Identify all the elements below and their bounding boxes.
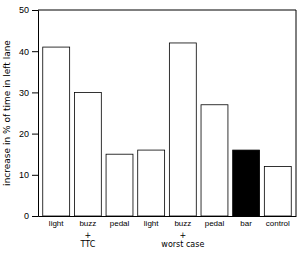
x-tick-label: control <box>266 219 290 228</box>
bar <box>264 167 291 216</box>
x-tick: buzz <box>174 219 191 228</box>
x-tick: pedal <box>110 219 130 228</box>
x-tick: light <box>49 219 64 228</box>
x-tick: bar <box>240 219 252 228</box>
y-tick: 0 <box>24 211 38 221</box>
y-tick-mark <box>32 134 38 135</box>
y-tick-mark <box>32 92 38 93</box>
x-tick: buzz <box>79 219 96 228</box>
x-axis: light buzz pedal light buzz pedal bar control <box>39 217 297 228</box>
y-tick-label: 30 <box>19 88 29 98</box>
y-tick-label: 50 <box>19 5 29 15</box>
y-axis-title: increase in % of time in left lane <box>2 40 12 186</box>
x-tick: control <box>266 219 290 228</box>
bar <box>138 150 165 216</box>
x-tick: pedal <box>205 219 225 228</box>
y-tick-mark <box>32 10 38 11</box>
group-label: +TTC <box>79 231 95 249</box>
bar <box>43 47 70 216</box>
bar <box>201 105 228 216</box>
bar <box>74 92 101 216</box>
chart: 0 10 20 30 40 50 light buzz pedal light buzz pedal b… <box>0 0 304 266</box>
x-tick-label: bar <box>240 219 252 228</box>
y-tick-label: 40 <box>19 47 29 57</box>
x-tick-label: light <box>49 219 64 228</box>
y-tick: 50 <box>19 5 38 15</box>
x-tick-label: pedal <box>110 219 130 228</box>
y-tick-mark <box>32 175 38 176</box>
y-tick-label: 10 <box>19 170 29 180</box>
y-tick-label: 20 <box>19 129 29 139</box>
frame <box>38 10 296 11</box>
x-axis-line <box>39 216 297 217</box>
bar <box>233 150 260 216</box>
y-axis: 0 10 20 30 40 50 <box>19 5 39 221</box>
bars <box>43 43 292 216</box>
plot: 0 10 20 30 40 50 light buzz pedal light buzz pedal b… <box>2 5 297 249</box>
x-tick-label: buzz <box>174 219 191 228</box>
frame <box>296 10 297 216</box>
x-tick-label: light <box>144 219 159 228</box>
y-tick-mark <box>32 51 38 52</box>
y-axis-line <box>32 11 39 217</box>
x-tick-label: buzz <box>79 219 96 228</box>
y-tick: 40 <box>19 47 38 57</box>
y-tick-mark <box>32 216 38 217</box>
bar <box>169 43 196 216</box>
y-tick: 20 <box>19 129 38 139</box>
bar <box>106 154 133 216</box>
x-tick: light <box>144 219 159 228</box>
group-label: +worst case <box>161 231 204 249</box>
x-tick-label: pedal <box>205 219 225 228</box>
y-tick: 30 <box>19 88 38 98</box>
y-tick: 10 <box>19 170 38 180</box>
y-tick-label: 0 <box>24 211 29 221</box>
